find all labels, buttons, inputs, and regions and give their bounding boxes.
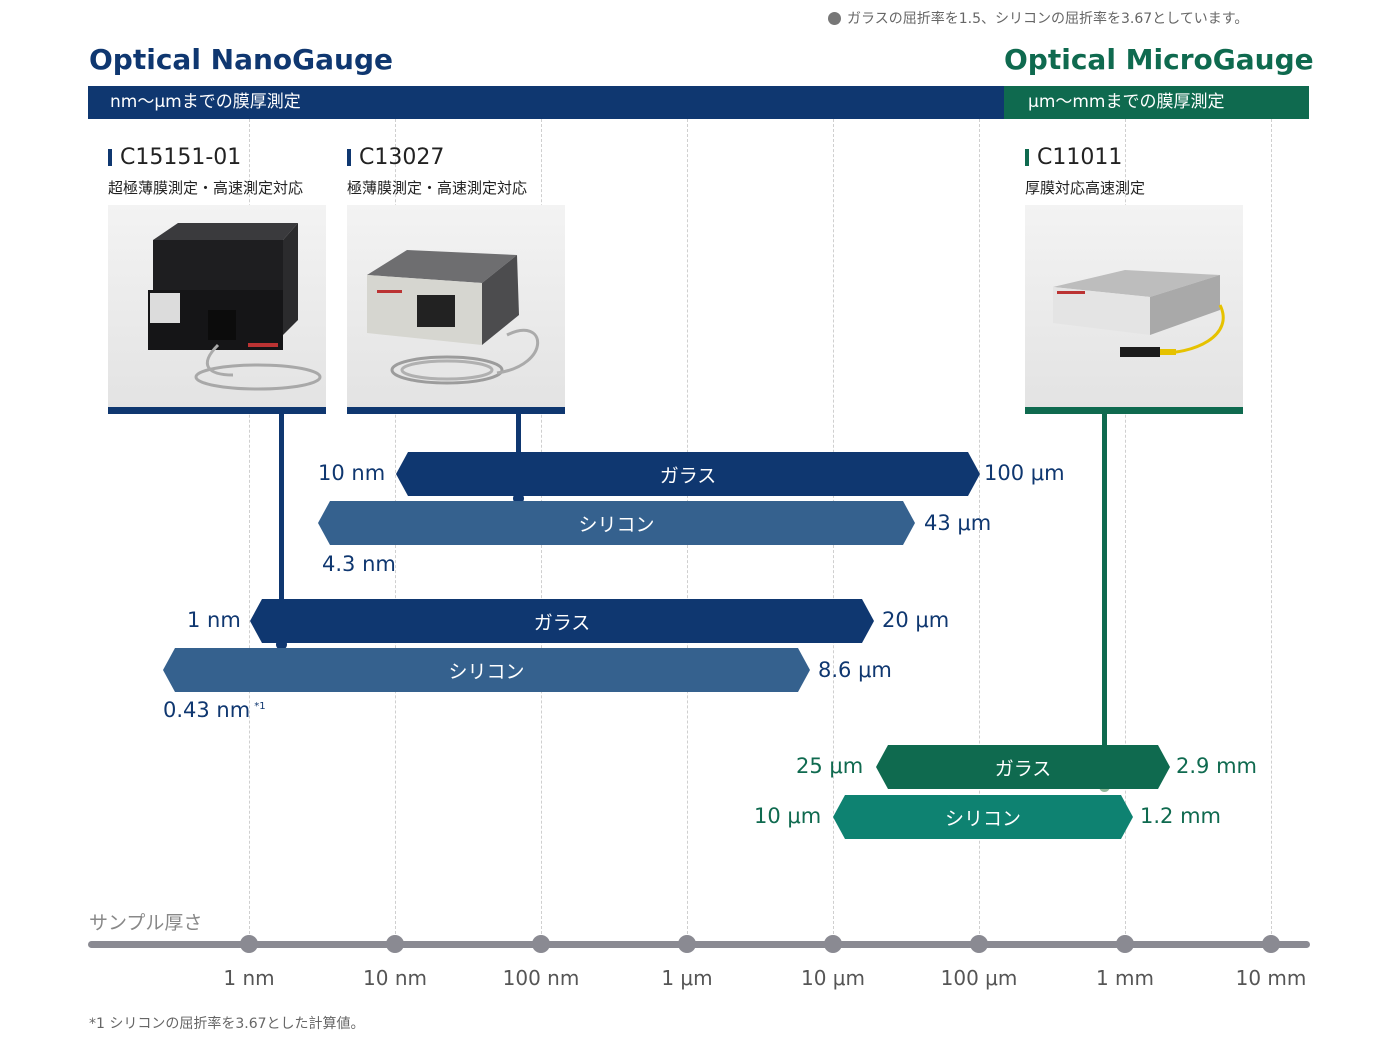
model-marker (1025, 149, 1029, 166)
axis-tick-label: 1 μm (661, 966, 713, 990)
product-underbar (108, 407, 326, 414)
product-photo-c15151 (108, 205, 326, 407)
nanogauge-title: Optical NanoGauge (89, 43, 394, 76)
c11011-silicon-max: 1.2 mm (1140, 804, 1221, 828)
grid-line (1271, 119, 1272, 939)
footnote: *1 シリコンの屈折率を3.67とした計算値。 (89, 1016, 365, 1032)
c15151-glass-min: 1 nm (187, 608, 241, 632)
microgauge-range-band: μm〜mmまでの膜厚測定 (1004, 86, 1309, 119)
value-text: 0.43 nm (163, 698, 251, 722)
product-model-c13027: C13027 (347, 145, 444, 170)
product-model-c11011: C11011 (1025, 145, 1122, 170)
axis-tick-dot (824, 935, 842, 953)
c11011-glass-max: 2.9 mm (1176, 754, 1257, 778)
bar-label: シリコン (944, 807, 1021, 830)
nanogauge-range-band: nm〜μmまでの膜厚測定 (88, 86, 1004, 119)
axis-tick-label: 10 μm (800, 966, 866, 990)
product-desc-c11011: 厚膜対応高速測定 (1025, 179, 1146, 197)
c15151-silicon-min: 0.43 nm *1 (163, 698, 266, 722)
range-bar-c11011-glass: ガラス (876, 745, 1170, 789)
refractive-index-note: ガラスの屈折率を1.5、シリコンの屈折率を3.67としています。 (828, 8, 1248, 28)
axis-tick-dot (240, 935, 258, 953)
axis-tick-label: 10 mm (1235, 966, 1307, 990)
microgauge-title: Optical MicroGauge (1004, 43, 1314, 76)
product-model-c15151: C15151-01 (108, 145, 241, 170)
axis-tick-label: 100 μm (940, 966, 1018, 990)
axis-tick-dot (678, 935, 696, 953)
range-bar-c11011-silicon: シリコン (833, 795, 1133, 839)
bar-label: シリコン (578, 513, 655, 536)
product-underbar (347, 407, 565, 414)
c15151-glass-max: 20 μm (882, 608, 950, 632)
grid-line (1125, 119, 1126, 939)
bar-label: ガラス (994, 757, 1052, 780)
bar-label: シリコン (448, 660, 525, 683)
model-name: C13027 (359, 145, 445, 170)
model-name: C15151-01 (120, 145, 242, 170)
c11011-connector-line (1102, 414, 1107, 784)
axis-tick-label: 1 nm (223, 966, 275, 990)
model-marker (108, 149, 112, 166)
note-text: ガラスの屈折率を1.5、シリコンの屈折率を3.67としています。 (847, 11, 1249, 27)
thickness-axis-line (88, 941, 1310, 948)
product-underbar (1025, 407, 1243, 414)
axis-tick-label: 100 nm (502, 966, 580, 990)
product-photo-c13027 (347, 205, 565, 407)
bar-label: ガラス (533, 611, 591, 634)
axis-title: サンプル厚さ (89, 912, 203, 934)
c11011-silicon-min: 10 μm (754, 804, 822, 828)
range-bar-c13027-silicon: シリコン (318, 501, 915, 545)
grid-line (979, 119, 980, 939)
product-photo-c11011 (1025, 205, 1243, 407)
range-bar-c15151-silicon: シリコン (163, 648, 810, 692)
c11011-glass-min: 25 μm (796, 754, 864, 778)
product-desc-c15151: 超極薄膜測定・高速測定対応 (108, 179, 304, 197)
axis-tick-dot (1262, 935, 1280, 953)
bullet-dot-icon (828, 11, 841, 25)
c13027-glass-min: 10 nm (318, 461, 386, 485)
footnote-ref: *1 (254, 701, 266, 712)
range-bar-c13027-glass: ガラス (396, 452, 980, 496)
grid-line (249, 119, 250, 939)
c15151-connector-line (279, 414, 284, 642)
model-marker (347, 149, 351, 166)
axis-tick-label: 1 mm (1095, 966, 1155, 990)
c13027-glass-max: 100 μm (984, 461, 1065, 485)
range-bar-c15151-glass: ガラス (250, 599, 874, 643)
c13027-silicon-min: 4.3 nm (322, 552, 396, 576)
axis-tick-dot (1116, 935, 1134, 953)
axis-tick-dot (970, 935, 988, 953)
axis-tick-dot (386, 935, 404, 953)
axis-tick-label: 10 nm (363, 966, 427, 990)
c13027-silicon-max: 43 μm (924, 511, 992, 535)
product-desc-c13027: 極薄膜測定・高速測定対応 (347, 179, 528, 197)
axis-tick-dot (532, 935, 550, 953)
model-name: C11011 (1037, 145, 1123, 170)
bar-label: ガラス (659, 464, 717, 487)
c15151-silicon-max: 8.6 μm (818, 658, 892, 682)
